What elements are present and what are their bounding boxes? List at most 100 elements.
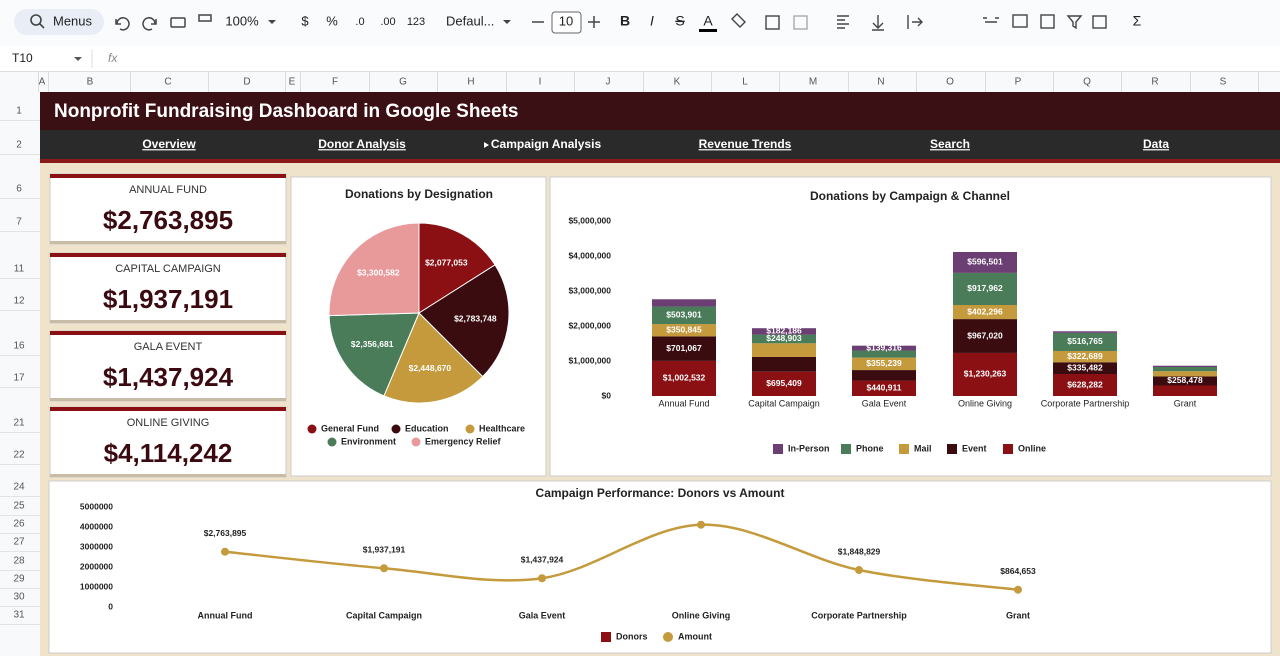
column-header: Q	[1083, 77, 1091, 88]
legend-marker	[947, 444, 957, 454]
legend-marker	[328, 438, 337, 447]
kpi-label: ANNUAL FUND	[129, 184, 207, 196]
dashboard-title: Nonprofit Fundraising Dashboard in Googl…	[54, 101, 518, 122]
y-tick-label: $0	[602, 390, 612, 400]
y-tick-label: 3000000	[80, 541, 113, 551]
legend-label: Amount	[678, 631, 712, 641]
slice-label: $3,300,582	[357, 268, 400, 278]
bar-segment	[1153, 367, 1217, 371]
row-header: 17	[13, 373, 25, 384]
bar-segment	[1153, 371, 1217, 376]
legend-label: Donors	[616, 631, 648, 641]
legend-marker	[601, 632, 611, 642]
slice-label: $2,783,748	[454, 313, 497, 323]
kpi-label: ONLINE GIVING	[127, 417, 210, 429]
text-color-bar	[699, 29, 717, 32]
bar-label: $322,689	[1067, 351, 1103, 361]
bar-label: $355,239	[866, 358, 902, 368]
legend-marker	[773, 444, 783, 454]
legend-marker	[412, 438, 421, 447]
y-tick-label: 5000000	[80, 501, 113, 511]
column-header: F	[332, 77, 338, 88]
column-header: C	[164, 77, 171, 88]
legend-marker	[899, 444, 909, 454]
nav-underline	[40, 159, 1280, 163]
kpi-accent	[50, 253, 286, 257]
row-header: 25	[13, 501, 25, 512]
kpi-value: $2,763,895	[103, 205, 233, 235]
legend-label: Event	[962, 443, 987, 453]
kpi-shadow	[50, 474, 286, 477]
row-header: 22	[13, 450, 25, 461]
point-label: $864,653	[1000, 566, 1036, 576]
legend-marker	[841, 444, 851, 454]
row-header: 31	[13, 610, 25, 621]
x-tick-label: Gala Event	[862, 398, 907, 408]
kpi-accent	[50, 174, 286, 178]
toolbar-percent: %	[326, 13, 338, 28]
row-header: 6	[16, 184, 22, 195]
nav-link[interactable]: Revenue Trends	[699, 137, 792, 151]
chart-title: Donations by Designation	[345, 187, 493, 201]
nav-link[interactable]: Data	[1143, 137, 1169, 151]
kpi-shadow	[50, 320, 286, 323]
row-header: 2	[16, 140, 22, 151]
y-tick-label: $2,000,000	[568, 320, 611, 330]
point-label: $2,763,895	[204, 528, 247, 538]
nav-band	[40, 130, 1280, 159]
bar-segment	[1153, 366, 1217, 367]
x-tick-label: Capital Campaign	[346, 610, 422, 620]
kpi-accent	[50, 331, 286, 335]
y-tick-label: $5,000,000	[568, 215, 611, 225]
line-point	[221, 548, 229, 556]
row-header: 30	[13, 592, 25, 603]
bar-label: $402,296	[967, 306, 1003, 316]
column-header: D	[243, 77, 250, 88]
legend-label: Healthcare	[479, 423, 525, 433]
slice-label: $2,356,681	[351, 339, 394, 349]
legend-marker	[308, 425, 317, 434]
bar-label: $917,962	[967, 283, 1003, 293]
x-tick-label: Corporate Partnership	[811, 610, 907, 620]
legend-label: Education	[405, 423, 449, 433]
fx-label: fx	[108, 51, 118, 65]
row-header: 27	[13, 537, 25, 548]
toolbar-currency: $	[301, 13, 309, 28]
legend-label: Emergency Relief	[425, 436, 502, 446]
y-tick-label: $4,000,000	[568, 250, 611, 260]
legend-marker	[1003, 444, 1013, 454]
point-label: $1,437,924	[521, 554, 564, 564]
kpi-value: $4,114,242	[104, 438, 233, 468]
legend-marker	[663, 632, 673, 642]
bar-label: $258,478	[1167, 375, 1203, 385]
bar-label: $1,002,532	[663, 373, 706, 383]
bar-label: $628,282	[1067, 379, 1103, 389]
legend-label: Mail	[914, 443, 932, 453]
legend-label: Environment	[341, 436, 396, 446]
line-point	[855, 566, 863, 574]
row-header: 29	[13, 574, 25, 585]
x-tick-label: Online Giving	[672, 610, 731, 620]
point-label: $1,848,829	[838, 546, 881, 556]
nav-link[interactable]: Donor Analysis	[318, 137, 406, 151]
column-header: O	[946, 77, 954, 88]
row-header: 28	[13, 556, 25, 567]
x-tick-label: Annual Fund	[658, 398, 709, 408]
nav-link[interactable]: Campaign Analysis	[491, 137, 602, 151]
row-header: 16	[13, 341, 25, 352]
nav-link[interactable]: Overview	[142, 137, 196, 151]
legend-label: General Fund	[321, 423, 379, 433]
column-header: N	[877, 77, 884, 88]
slice-label: $2,448,670	[409, 363, 452, 373]
chart-panel	[49, 481, 1271, 653]
column-header: B	[87, 77, 94, 88]
x-tick-label: Corporate Partnership	[1041, 398, 1130, 408]
nav-link[interactable]: Search	[930, 137, 970, 151]
column-header: A	[39, 77, 46, 88]
kpi-label: CAPITAL CAMPAIGN	[115, 263, 221, 275]
legend-label: Online	[1018, 443, 1046, 453]
y-tick-label: 1000000	[80, 581, 113, 591]
bar-label: $440,911	[867, 383, 902, 393]
